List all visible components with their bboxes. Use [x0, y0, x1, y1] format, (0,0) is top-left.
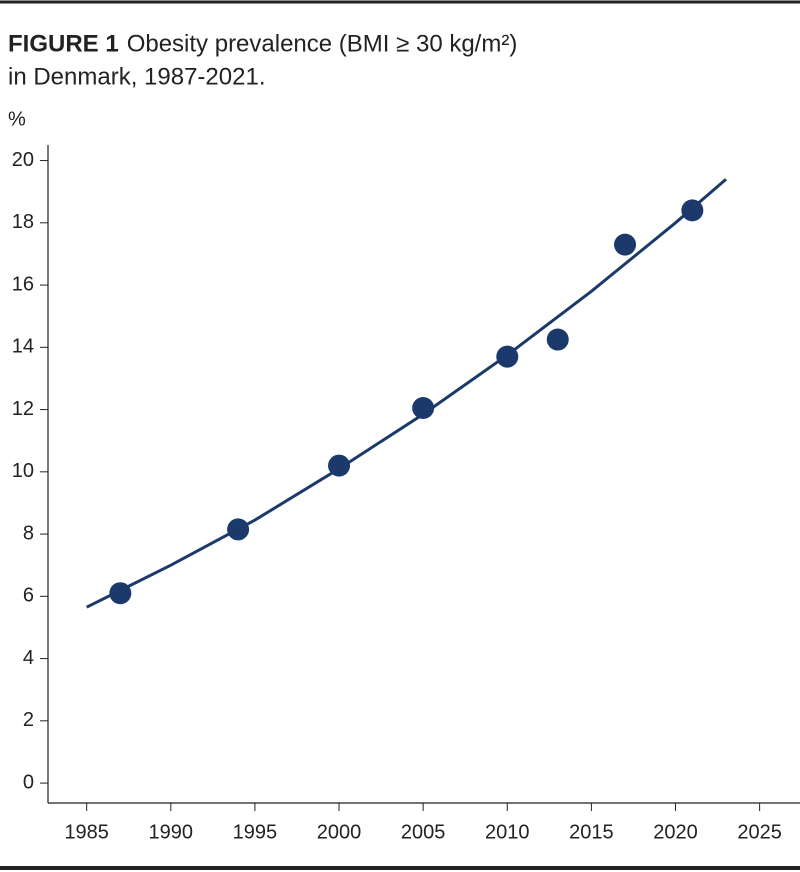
x-tick-label: 2025 — [737, 821, 782, 843]
y-tick-label: 2 — [23, 709, 34, 731]
y-tick-label: 14 — [12, 336, 34, 358]
y-tick-label: 18 — [12, 211, 34, 233]
x-tick-label: 2000 — [317, 821, 362, 843]
y-tick-label: 4 — [23, 647, 34, 669]
figure-label: FIGURE 1 — [8, 30, 119, 57]
x-tick-label: 1985 — [64, 821, 109, 843]
x-tick-label: 2015 — [569, 821, 614, 843]
point — [412, 397, 435, 420]
y-tick-label: 10 — [12, 460, 34, 482]
chart-title: Obesity prevalence (BMI ≥ 30 kg/m²) — [127, 30, 518, 57]
point — [681, 199, 704, 222]
point — [546, 328, 569, 351]
y-axis-label: % — [8, 108, 26, 130]
chart-title: in Denmark, 1987-2021. — [8, 63, 265, 90]
point — [227, 518, 250, 541]
point — [109, 582, 132, 605]
y-tick-label: 0 — [23, 771, 34, 793]
point — [614, 233, 637, 256]
x-tick-label: 2010 — [485, 821, 530, 843]
y-tick-label: 8 — [23, 522, 34, 544]
y-tick-label: 16 — [12, 273, 34, 295]
point — [328, 454, 351, 477]
x-tick-label: 2005 — [401, 821, 446, 843]
point — [496, 345, 519, 368]
x-tick-label: 1990 — [149, 821, 194, 843]
x-tick-label: 2020 — [653, 821, 698, 843]
x-tick-label: 1995 — [233, 821, 278, 843]
y-tick-label: 20 — [12, 149, 34, 171]
y-tick-label: 12 — [12, 398, 34, 420]
y-tick-label: 6 — [23, 585, 34, 607]
